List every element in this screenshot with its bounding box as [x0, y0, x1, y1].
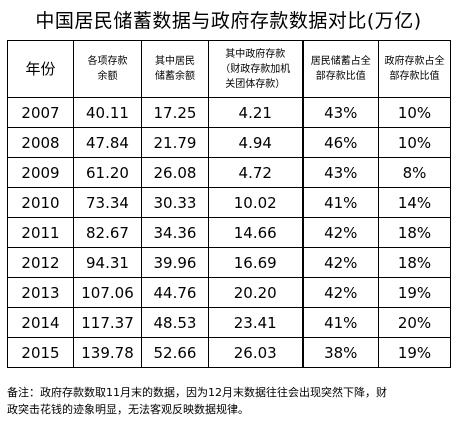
header-total-deposits: 各项存款 余额	[73, 40, 142, 98]
data-table: 年份 各项存款 余额 其中居民 储蓄余额 其中政府存款 （财政存款加机 关团体存…	[7, 40, 451, 368]
cell-gov-share: 10%	[378, 97, 451, 128]
cell-total-deposits: 73.34	[73, 187, 142, 218]
cell-gov-deposits: 14.66	[208, 217, 303, 248]
cell-gov-share: 20%	[378, 307, 451, 338]
cell-household-deposits: 26.08	[141, 157, 209, 188]
page-title: 中国居民储蓄数据与政府存款数据对比(万亿)	[35, 10, 422, 32]
cell-household-share: 38%	[301, 337, 379, 368]
cell-gov-share: 18%	[378, 217, 451, 248]
cell-gov-deposits: 26.03	[208, 337, 303, 368]
cell-household-share: 46%	[301, 127, 379, 158]
table-row: 2011 82.67 34.36 14.66 42% 18%	[7, 217, 451, 248]
cell-household-share: 42%	[301, 277, 379, 308]
cell-household-share: 42%	[301, 217, 379, 248]
cell-household-deposits: 52.66	[141, 337, 209, 368]
table-row: 2010 73.34 30.33 10.02 41% 14%	[7, 187, 451, 218]
cell-gov-share: 19%	[378, 337, 451, 368]
cell-gov-share: 8%	[378, 157, 451, 188]
cell-total-deposits: 61.20	[73, 157, 142, 188]
cell-household-share: 41%	[301, 187, 379, 218]
cell-household-share: 43%	[301, 157, 379, 188]
cell-household-deposits: 39.96	[141, 247, 209, 278]
cell-gov-deposits: 4.94	[208, 127, 303, 158]
cell-household-deposits: 21.79	[141, 127, 209, 158]
header-household-share: 居民储蓄占全 部存款比值	[301, 40, 379, 98]
table-header-row: 年份 各项存款 余额 其中居民 储蓄余额 其中政府存款 （财政存款加机 关团体存…	[7, 40, 451, 98]
cell-household-deposits: 34.36	[141, 217, 209, 248]
header-gov-deposits: 其中政府存款 （财政存款加机 关团体存款）	[208, 40, 303, 98]
cell-household-deposits: 48.53	[141, 307, 209, 338]
cell-gov-share: 18%	[378, 247, 451, 278]
cell-gov-deposits: 4.72	[208, 157, 303, 188]
cell-total-deposits: 94.31	[73, 247, 142, 278]
cell-year: 2011	[7, 217, 74, 248]
cell-total-deposits: 139.78	[73, 337, 142, 368]
cell-gov-share: 14%	[378, 187, 451, 218]
cell-total-deposits: 82.67	[73, 217, 142, 248]
cell-gov-deposits: 23.41	[208, 307, 303, 338]
cell-household-share: 41%	[301, 307, 379, 338]
table-row: 2015 139.78 52.66 26.03 38% 19%	[7, 337, 451, 368]
cell-year: 2013	[7, 277, 74, 308]
footnote: 备注：政府存款数取11月末的数据，因为12月末数据往往会出现突然下降，财 政突击…	[7, 384, 450, 418]
cell-total-deposits: 40.11	[73, 97, 142, 128]
cell-year: 2008	[7, 127, 74, 158]
cell-gov-deposits: 10.02	[208, 187, 303, 218]
cell-gov-deposits: 4.21	[208, 97, 303, 128]
cell-gov-deposits: 20.20	[208, 277, 303, 308]
header-household-deposits: 其中居民 储蓄余额	[141, 40, 209, 98]
cell-year: 2007	[7, 97, 74, 128]
cell-total-deposits: 107.06	[73, 277, 142, 308]
cell-household-share: 42%	[301, 247, 379, 278]
cell-household-share: 43%	[301, 97, 379, 128]
cell-year: 2015	[7, 337, 74, 368]
cell-household-deposits: 44.76	[141, 277, 209, 308]
footnote-line: 备注：政府存款数取11月末的数据，因为12月末数据往往会出现突然下降，财	[7, 386, 387, 399]
table-row: 2013 107.06 44.76 20.20 42% 19%	[7, 277, 451, 308]
cell-year: 2010	[7, 187, 74, 218]
cell-year: 2014	[7, 307, 74, 338]
table-row: 2009 61.20 26.08 4.72 43% 8%	[7, 157, 451, 188]
table-row: 2012 94.31 39.96 16.69 42% 18%	[7, 247, 451, 278]
cell-gov-share: 10%	[378, 127, 451, 158]
cell-total-deposits: 117.37	[73, 307, 142, 338]
table-row: 2014 117.37 48.53 23.41 41% 20%	[7, 307, 451, 338]
cell-year: 2009	[7, 157, 74, 188]
footnote-line: 政突击花钱的迹象明显，无法客观反映数据规律。	[7, 403, 249, 416]
header-year: 年份	[7, 40, 74, 98]
cell-year: 2012	[7, 247, 74, 278]
cell-gov-share: 19%	[378, 277, 451, 308]
table-row: 2008 47.84 21.79 4.94 46% 10%	[7, 127, 451, 158]
cell-household-deposits: 17.25	[141, 97, 209, 128]
cell-household-deposits: 30.33	[141, 187, 209, 218]
header-gov-share: 政府存款占全 部存款比值	[378, 40, 451, 98]
cell-total-deposits: 47.84	[73, 127, 142, 158]
cell-gov-deposits: 16.69	[208, 247, 303, 278]
table-row: 2007 40.11 17.25 4.21 43% 10%	[7, 97, 451, 128]
